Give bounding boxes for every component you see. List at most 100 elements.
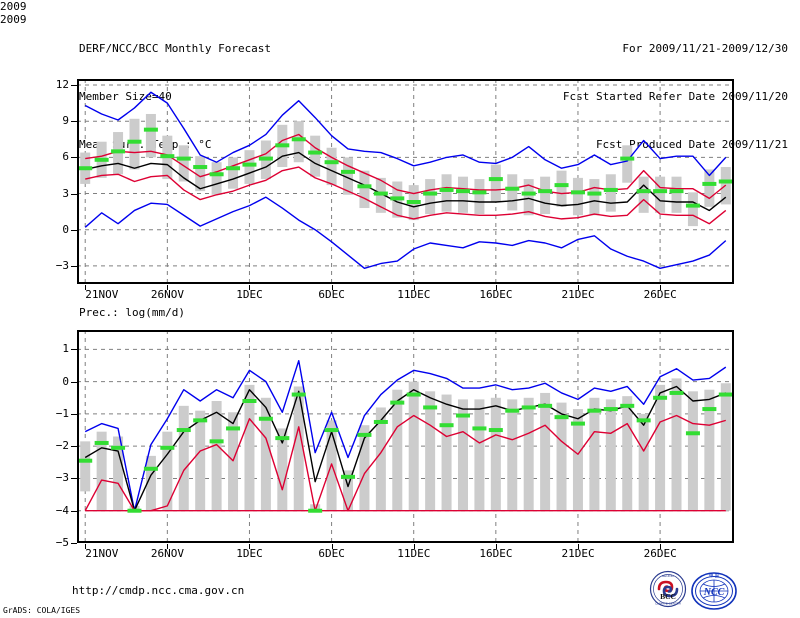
x-axis-tick-label: 26DEC <box>643 547 677 560</box>
source-url[interactable]: http://cmdp.ncc.cma.gov.cn <box>72 584 245 597</box>
series-line-upper-quartile <box>85 133 727 200</box>
median-mark <box>636 189 651 194</box>
spread-box <box>293 121 304 163</box>
median-mark <box>291 392 306 397</box>
median-mark <box>521 191 536 196</box>
spread-box <box>375 407 386 511</box>
spread-box <box>310 135 321 177</box>
median-mark <box>193 418 208 423</box>
chart-title: DERF/NCC/BCC Monthly Forecast <box>79 42 272 55</box>
median-mark <box>390 400 405 405</box>
median-mark <box>226 426 241 431</box>
y-axis-tick-mark <box>71 478 77 480</box>
x-axis-tick-mark <box>249 285 251 290</box>
spread-box <box>244 150 255 184</box>
spread-box <box>178 145 189 182</box>
median-mark <box>341 474 356 479</box>
spread-box <box>605 399 616 511</box>
series-line-min <box>84 196 727 270</box>
spread-box <box>490 164 501 202</box>
variable-label-prec: Prec.: log(mm/d) <box>79 306 185 319</box>
spread-box <box>523 397 534 511</box>
x-axis-tick-label: 26NOV <box>150 547 184 560</box>
spread-box <box>211 162 222 195</box>
forecast-period-text: For 2009/11/21-2009/12/30 <box>622 42 788 55</box>
x-axis-tick-label: 1DEC <box>236 547 263 560</box>
median-mark <box>111 445 126 450</box>
spread-box <box>425 391 436 511</box>
series-line-min <box>84 414 726 512</box>
y-axis-tick-label: 6 <box>62 150 69 164</box>
median-mark <box>488 177 503 182</box>
median-mark <box>685 203 700 208</box>
x-axis-tick-mark <box>577 544 579 549</box>
median-mark <box>472 426 487 431</box>
spread-box <box>145 113 156 158</box>
grads-credit: GrADS: COLA/IGES <box>3 606 81 615</box>
spread-box <box>671 378 682 511</box>
spread-box <box>556 170 567 207</box>
median-mark <box>143 466 158 471</box>
ncc-logo: 中 国 NCC <box>690 569 738 613</box>
y-axis-tick-mark <box>71 543 77 544</box>
y-axis-tick-label: −3 <box>55 258 69 272</box>
median-mark <box>176 156 191 161</box>
median-mark <box>324 160 339 165</box>
spread-box <box>113 436 124 511</box>
series-line-mean <box>85 151 727 212</box>
spread-boxes <box>80 378 731 511</box>
median-mark <box>653 395 668 400</box>
y-axis-tick-mark <box>71 193 77 195</box>
temperature-plot <box>77 79 734 284</box>
precipitation-plot-frame <box>77 330 734 543</box>
x-axis-tick-label: 6DEC <box>318 288 345 301</box>
spread-box <box>359 170 370 209</box>
median-mark <box>406 200 421 204</box>
spread-box <box>145 455 156 511</box>
x-axis-tick-label: 21DEC <box>561 547 595 560</box>
median-mark <box>455 189 470 194</box>
median-mark <box>603 187 618 192</box>
median-mark <box>258 156 273 161</box>
x-axis-tick-label: 26DEC <box>643 288 677 301</box>
median-mark <box>718 179 733 184</box>
median-marks <box>78 390 733 513</box>
y-axis-tick-label: 1 <box>62 342 69 356</box>
spread-box <box>457 399 468 511</box>
median-mark <box>160 445 175 450</box>
median-mark <box>521 405 536 410</box>
x-axis-tick-mark <box>85 544 87 549</box>
median-mark <box>78 166 93 171</box>
median-mark <box>341 169 356 174</box>
spread-box <box>441 394 452 511</box>
x-axis-tick-label: 6DEC <box>318 547 345 560</box>
x-axis-tick-mark <box>331 544 333 549</box>
median-mark <box>702 407 717 412</box>
fcst-started-date-text: Fcst Started Refer Date 2009/11/20 <box>562 90 788 103</box>
median-mark <box>390 196 405 201</box>
spread-box <box>178 405 189 511</box>
spread-box <box>638 413 649 511</box>
spread-box <box>523 179 534 216</box>
spread-box <box>655 384 666 511</box>
x-axis-tick-label: 21NOV <box>85 547 119 560</box>
spread-box <box>589 397 600 511</box>
x-axis-tick-label: 11DEC <box>397 547 431 560</box>
precipitation-plot-canvas <box>77 330 734 543</box>
y-axis-tick-mark <box>71 381 77 383</box>
median-mark <box>209 439 224 444</box>
y-axis-tick-mark <box>71 229 77 231</box>
median-mark <box>406 392 421 397</box>
spread-box <box>556 402 567 511</box>
spread-box <box>162 431 173 511</box>
spread-box <box>622 145 633 183</box>
y-axis-tick-mark <box>71 157 77 159</box>
x-axis-tick-mark <box>577 285 579 290</box>
y-axis-tick-mark <box>71 265 77 267</box>
y-axis-tick-mark <box>71 85 77 87</box>
spread-box <box>129 118 140 170</box>
median-mark <box>143 127 158 132</box>
median-mark <box>193 165 208 170</box>
y-axis-tick-mark <box>71 349 77 351</box>
median-mark <box>620 156 635 161</box>
